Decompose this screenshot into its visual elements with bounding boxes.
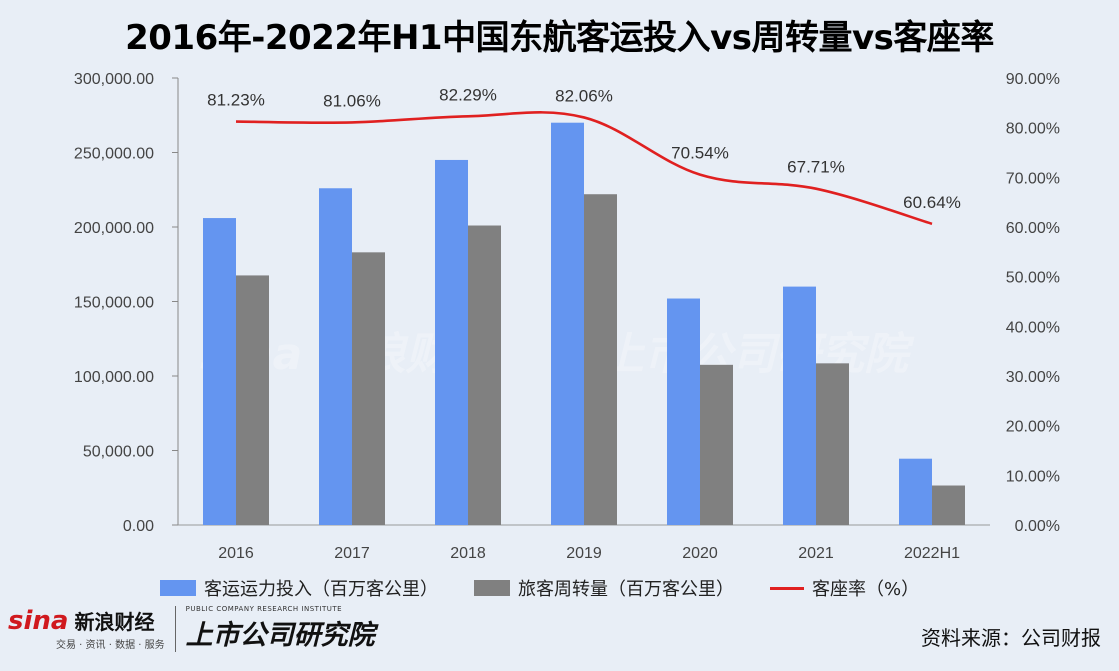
data-label-load-factor: 81.06% bbox=[323, 91, 381, 110]
sina-brand-sub: 交易 · 资讯 · 数据 · 服务 bbox=[56, 640, 165, 651]
bar-turnover bbox=[352, 252, 385, 525]
bar-turnover bbox=[468, 225, 501, 525]
y-right-tick-label: 40.00% bbox=[1006, 319, 1060, 336]
bar-capacity bbox=[319, 188, 352, 525]
institute-cn: 上市公司研究院 bbox=[185, 620, 375, 651]
y-left-tick-label: 250,000.00 bbox=[74, 146, 154, 163]
x-tick-label: 2020 bbox=[682, 545, 718, 562]
y-right-tick-label: 50.00% bbox=[1006, 270, 1060, 287]
data-label-load-factor: 60.64% bbox=[903, 193, 961, 212]
y-right-tick-label: 90.00% bbox=[1006, 71, 1060, 88]
legend-swatch-turnover bbox=[474, 580, 510, 596]
y-right-tick-label: 20.00% bbox=[1006, 419, 1060, 436]
bar-capacity bbox=[667, 298, 700, 525]
bar-turnover bbox=[584, 194, 617, 525]
y-left-tick-label: 200,000.00 bbox=[74, 220, 154, 237]
bar-capacity bbox=[783, 286, 816, 525]
legend-swatch-capacity bbox=[160, 580, 196, 596]
bar-turnover bbox=[700, 364, 733, 525]
y-left-tick-label: 100,000.00 bbox=[74, 369, 154, 386]
y-left-tick-label: 150,000.00 bbox=[74, 295, 154, 312]
bar-capacity bbox=[551, 122, 584, 525]
x-tick-label: 2018 bbox=[450, 545, 486, 562]
bar-capacity bbox=[899, 458, 932, 525]
chart-title: 2016年-2022年H1中国东航客运投入vs周转量vs客座率 bbox=[125, 18, 994, 58]
source-note: 资料来源：公司财报 bbox=[921, 626, 1101, 650]
bar-turnover bbox=[932, 485, 965, 525]
data-label-load-factor: 70.54% bbox=[671, 144, 729, 163]
y-right-tick-label: 60.00% bbox=[1006, 220, 1060, 237]
y-right-tick-label: 0.00% bbox=[1015, 518, 1060, 535]
legend-item-turnover[interactable]: 旅客周转量（百万客公里） bbox=[474, 575, 734, 601]
data-label-load-factor: 82.06% bbox=[555, 86, 613, 105]
legend: 客运运力投入（百万客公里） 旅客周转量（百万客公里） 客座率（%） bbox=[160, 575, 919, 601]
institute-logo: PUBLIC COMPANY RESEARCH INSTITUTE 上市公司研究… bbox=[186, 605, 375, 652]
sina-brand-en: sina bbox=[8, 606, 69, 636]
y-right-tick-label: 30.00% bbox=[1006, 369, 1060, 386]
watermark-institute: 上市公司研究院 bbox=[600, 329, 908, 380]
x-tick-label: 2017 bbox=[334, 545, 370, 562]
y-right-tick-label: 80.00% bbox=[1006, 121, 1060, 138]
data-label-load-factor: 82.29% bbox=[439, 85, 497, 104]
data-label-load-factor: 81.23% bbox=[207, 91, 265, 110]
legend-swatch-load-factor bbox=[770, 586, 804, 590]
x-tick-label: 2019 bbox=[566, 545, 602, 562]
x-tick-label: 2022H1 bbox=[904, 545, 960, 562]
legend-item-load-factor[interactable]: 客座率（%） bbox=[770, 575, 919, 601]
y-right-tick-label: 10.00% bbox=[1006, 468, 1060, 485]
legend-label-capacity: 客运运力投入（百万客公里） bbox=[204, 579, 438, 600]
legend-item-capacity[interactable]: 客运运力投入（百万客公里） bbox=[160, 575, 438, 601]
logo-divider bbox=[174, 605, 176, 652]
bar-capacity bbox=[435, 159, 468, 525]
bar-capacity bbox=[203, 218, 236, 525]
y-right-tick-label: 70.00% bbox=[1006, 170, 1060, 187]
y-left-tick-label: 300,000.00 bbox=[74, 71, 154, 88]
bar-turnover bbox=[236, 275, 269, 525]
sina-brand-cn: 新浪财经 bbox=[74, 610, 155, 634]
x-tick-label: 2021 bbox=[798, 545, 834, 562]
x-tick-label: 2016 bbox=[218, 545, 254, 562]
institute-en: PUBLIC COMPANY RESEARCH INSTITUTE bbox=[185, 605, 343, 613]
y-left-tick-label: 50,000.00 bbox=[83, 444, 154, 461]
sina-logo: sina 新浪财经 交易 · 资讯 · 数据 · 服务 bbox=[8, 606, 165, 651]
line-load-factor bbox=[235, 111, 933, 226]
legend-label-load-factor: 客座率（%） bbox=[812, 579, 920, 600]
y-left-tick-label: 0.00 bbox=[123, 518, 154, 535]
bar-turnover bbox=[816, 363, 849, 525]
footer-logo: sina 新浪财经 交易 · 资讯 · 数据 · 服务 PUBLIC COMPA… bbox=[8, 605, 375, 652]
legend-label-turnover: 旅客周转量（百万客公里） bbox=[518, 579, 734, 600]
data-label-load-factor: 67.71% bbox=[787, 158, 845, 177]
